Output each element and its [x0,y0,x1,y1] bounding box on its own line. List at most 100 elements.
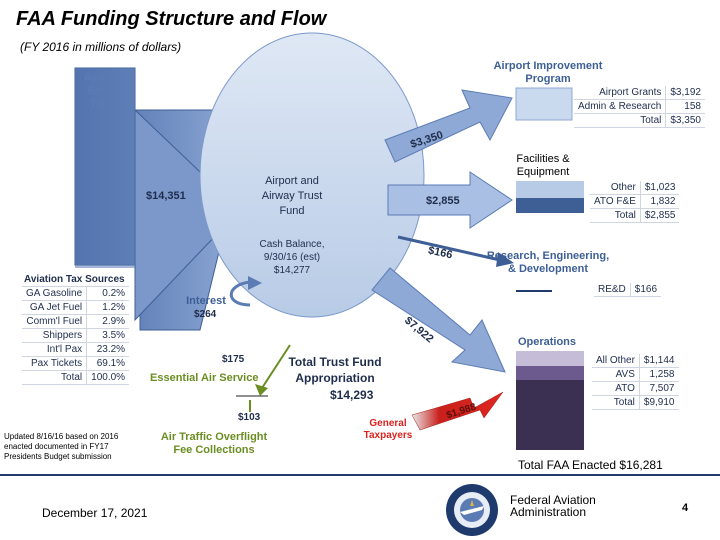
tax-source-row: Int'l Pax 23.2% [22,342,130,357]
eas-label: Essential Air Service [150,372,259,384]
tax-sources-title: Aviation Tax Sources [22,274,130,287]
operations-row: All Other $1,144 [592,354,679,368]
facilities-row: ATO F&E 1,832 [590,194,680,209]
operations-row-value: $1,144 [639,354,679,368]
tax-source-row-value: 23.2% [86,342,130,357]
tax-source-row-value: 1.2% [86,300,130,315]
aip-row-value: 158 [665,99,705,114]
tax-source-row-value: 69.1% [86,356,130,371]
aip-row: Total $3,350 [574,113,705,128]
general-taxpayers-arrow [411,391,504,431]
red-row-label: RE&D [594,283,631,297]
appropriation-amount: $14,293 [330,388,374,402]
operations-panel: All Other $1,144 AVS 1,258 ATO 7,507 Total $9,9… [592,354,679,410]
operations-row-label: Total [592,395,640,410]
aip-row-value: $3,350 [665,113,705,128]
tax-source-row-value: 3.5% [86,328,130,343]
fe-bar-ato [516,198,584,213]
ops-bar-ato [516,380,584,450]
interest-label: Interest [186,295,226,307]
page-title: FAA Funding Structure and Flow [16,8,327,30]
funding-flow-diagram [74,32,584,450]
eas-amount: $175 [222,354,245,365]
facilities-row-label: Total [590,208,641,223]
facilities-row-label: Other [590,181,641,195]
aip-row-label: Total [574,113,667,128]
trust-fund-ellipse [199,32,425,318]
tax-source-row-label: Int'l Pax [22,342,88,357]
fe-bar-other [516,181,584,198]
tax-source-row-value: 2.9% [86,314,130,329]
interest-amount: $264 [194,309,217,320]
operations-table: All Other $1,144 AVS 1,258 ATO 7,507 Total $9,9… [592,354,679,410]
red-row: RE&D $166 [594,283,662,297]
red-row-value: $166 [630,283,662,297]
overflight-amount: $103 [238,412,261,423]
facilities-row-value: $1,023 [640,181,680,195]
tax-source-row-label: Comm'l Fuel [22,314,88,329]
facilities-row: Other $1,023 [590,181,680,195]
aip-row-label: Admin & Research [574,99,667,114]
excise-amount: $14,351 [146,190,186,202]
operations-row: ATO 7,507 [592,381,679,396]
excise-taxes-label: Aviation Excise Taxes [83,72,127,110]
tax-source-row-label: GA Jet Fuel [22,300,88,315]
page-number: 4 [682,502,689,514]
facilities-table: Other $1,023 ATO F&E 1,832 Total $2,855 [590,181,680,223]
red-title: Research, Engineering, & Development [486,250,610,275]
facilities-row-label: ATO F&E [590,194,641,209]
page-subtitle: (FY 2016 in millions of dollars) [20,40,182,54]
aip-row-value: $3,192 [665,86,705,100]
red-flow-line [397,235,501,262]
tax-source-row-label: Shippers [22,328,88,343]
trust-fund-name: Airport and Airway Trust Fund [261,175,323,217]
aip-panel: Airport Grants $3,192 Admin & Research 158 T… [574,86,705,128]
ops-bar-avs [516,366,584,380]
tax-source-row: Pax Tickets 69.1% [22,356,130,371]
facilities-row-value: 1,832 [640,194,680,209]
operations-row: AVS 1,258 [592,367,679,382]
aip-row: Airport Grants $3,192 [574,86,705,100]
aip-row: Admin & Research 158 [574,99,705,114]
operations-title: Operations [517,336,577,348]
excise-tax-source-box [75,68,135,268]
appropriation-label: Total Trust Fund Appropriation [288,355,382,385]
fe-amount: $2,855 [426,195,460,207]
tax-sources-panel: Aviation Tax Sources GA Gasoline 0.2% GA J… [22,274,130,385]
tax-source-row-label: GA Gasoline [22,287,88,301]
tax-source-row: GA Gasoline 0.2% [22,287,130,301]
operations-row-label: All Other [592,354,640,368]
update-note: Updated 8/16/16 based on 2016 enacted do… [4,432,119,461]
ops-flow-arrow [371,267,506,373]
interest-arrowhead [248,276,262,290]
ops-bar-all-other [516,351,584,366]
general-taxpayers-label: General Taxpayers [363,418,413,441]
facilities-title: Facilities & Equipment [516,153,570,178]
overflight-label: Air Traffic Overflight Fee Collections [160,431,268,456]
red-table: RE&D $166 [594,283,662,297]
operations-row-value: 7,507 [639,381,679,396]
eas-line [261,344,291,389]
facilities-panel: Other $1,023 ATO F&E 1,832 Total $2,855 [590,181,680,223]
tax-source-row-label: Total [22,370,88,385]
operations-row: Total $9,910 [592,395,679,410]
facilities-row: Total $2,855 [590,208,680,223]
tax-source-row: Shippers 3.5% [22,328,130,343]
footer-date: December 17, 2021 [42,506,148,520]
faa-seal-icon [446,484,498,536]
tax-source-row: Total 100.0% [22,370,130,385]
trust-fund-balance: Cash Balance, 9/30/16 (est) $14,277 [259,239,325,276]
tax-source-row-value: 100.0% [86,370,130,385]
aip-bar [515,87,573,121]
fe-flow-arrow [387,171,513,229]
tax-source-row-label: Pax Tickets [22,356,88,371]
tax-sources-table: GA Gasoline 0.2% GA Jet Fuel 1.2% Comm'l Fue… [22,287,130,385]
red-flow-arrowhead [496,252,514,267]
tax-source-row: GA Jet Fuel 1.2% [22,300,130,315]
aip-table: Airport Grants $3,192 Admin & Research 158 T… [574,86,705,128]
footer-agency: Federal Aviation Administration [510,493,596,519]
red-panel: RE&D $166 [594,283,662,297]
operations-row-label: AVS [592,367,640,382]
footer-rule [0,474,720,476]
aip-flow-arrow [384,89,513,163]
